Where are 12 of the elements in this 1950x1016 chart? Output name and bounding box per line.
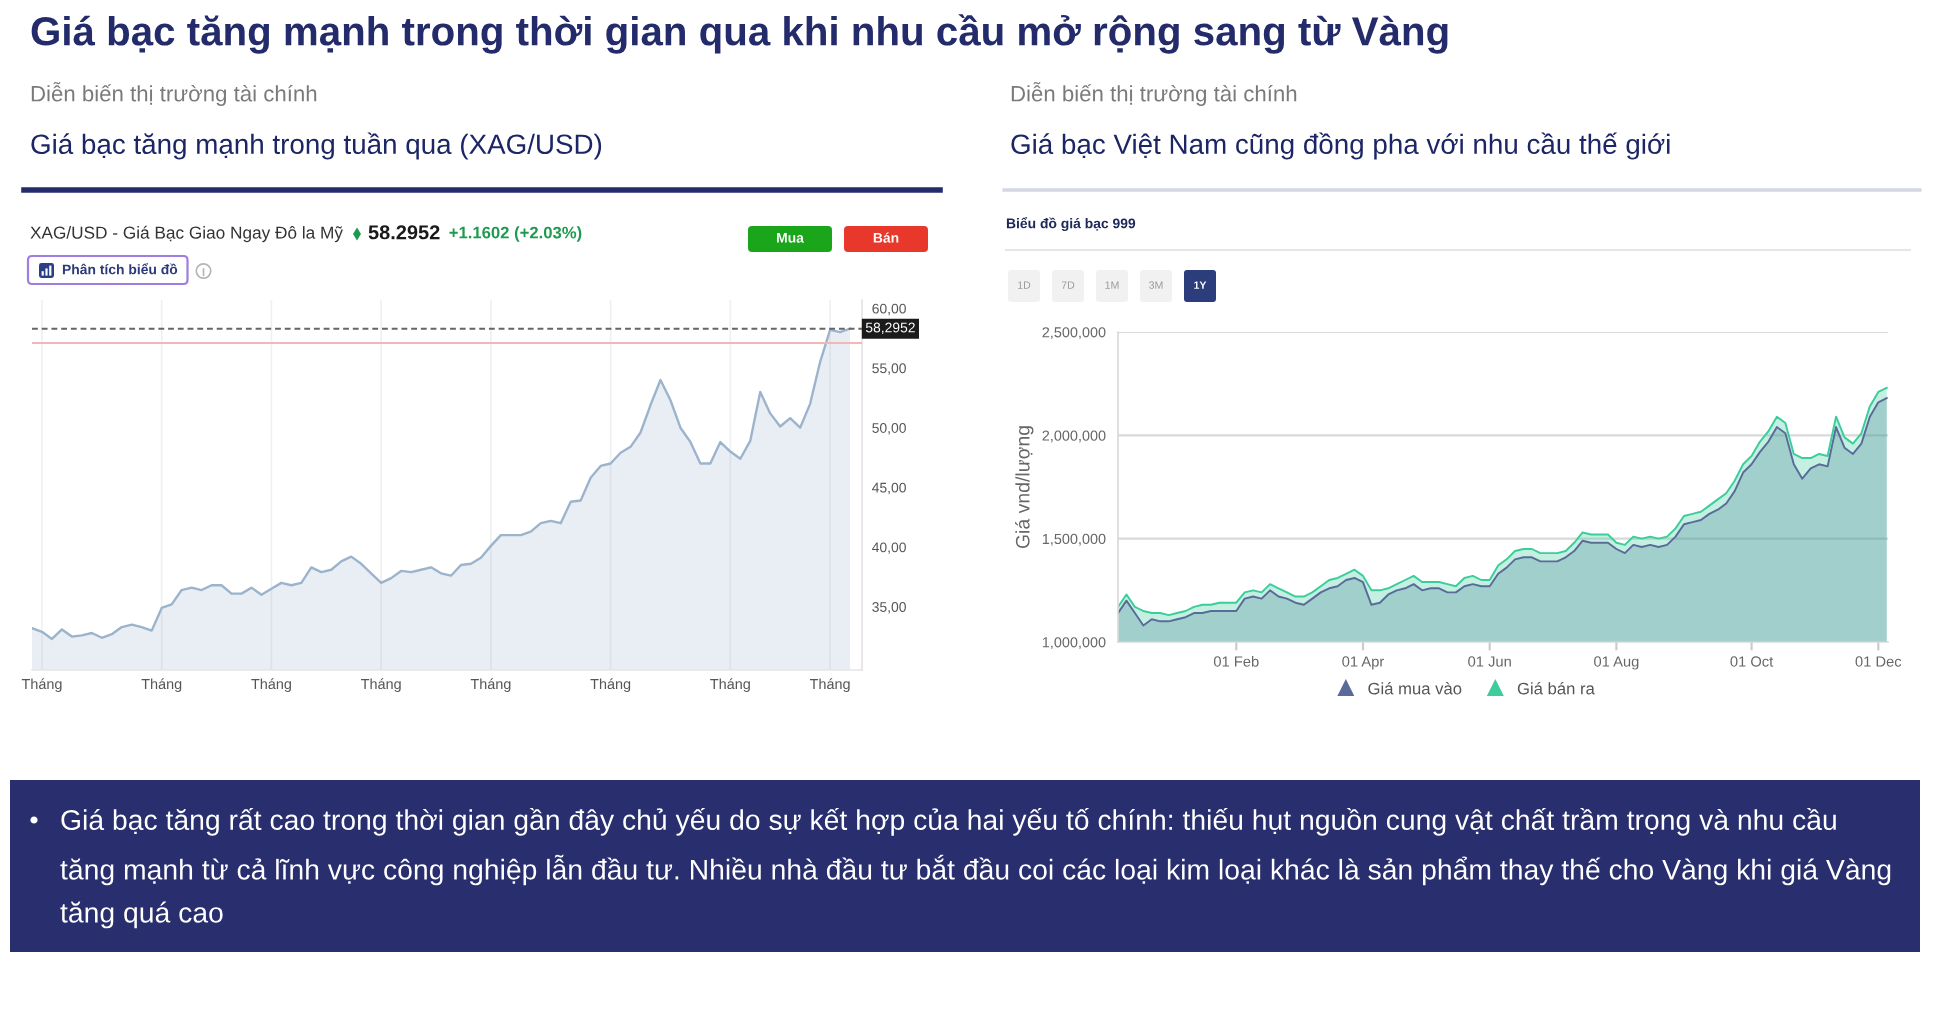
text: +1.1602 (+2.03%) xyxy=(449,226,582,242)
legend-label: Giá mua vào xyxy=(1368,682,1462,695)
text: Giá bạc tăng rất cao trong thời gian gần đây chủ yếu do sự kết hợp của hai yếu tố chính: thiếu hụt nguồn cung vật chất trầm trọng và nhu cầu tăng mạnh từ cả lĩnh vực công nghiệp lẫn đầu tư. Nhiều nhà đầu tư bắt đầu coi các loại kim loại khác là sản phẩm thay thế cho Vàng khi giá Vàng tăng quá cao xyxy=(60,808,1891,929)
chart-subtitle: Diễn biến thị trường tài chính xyxy=(1011,82,1297,106)
chart-subtitle: Diễn biến thị trường tài chính xyxy=(31,82,317,106)
legend-label: Giá bán ra xyxy=(1517,682,1595,695)
chart-title: Giá bạc tăng mạnh trong tuần qua (XAG/USD) xyxy=(31,132,602,160)
text: XAG/USD - Giá Bạc Giao Ngay Đô la Mỹ xyxy=(30,225,343,243)
text: 58.2952 xyxy=(368,225,440,240)
text: Giá bạc tăng mạnh trong thời gian qua khi nhu cầu mở rộng sang từ Vàng xyxy=(31,14,1448,54)
y-axis-title: Giá vnd/lượng xyxy=(1015,426,1034,549)
chart-title: Giá bạc Việt Nam cũng đồng pha với nhu cầu thế giới xyxy=(1011,132,1670,160)
